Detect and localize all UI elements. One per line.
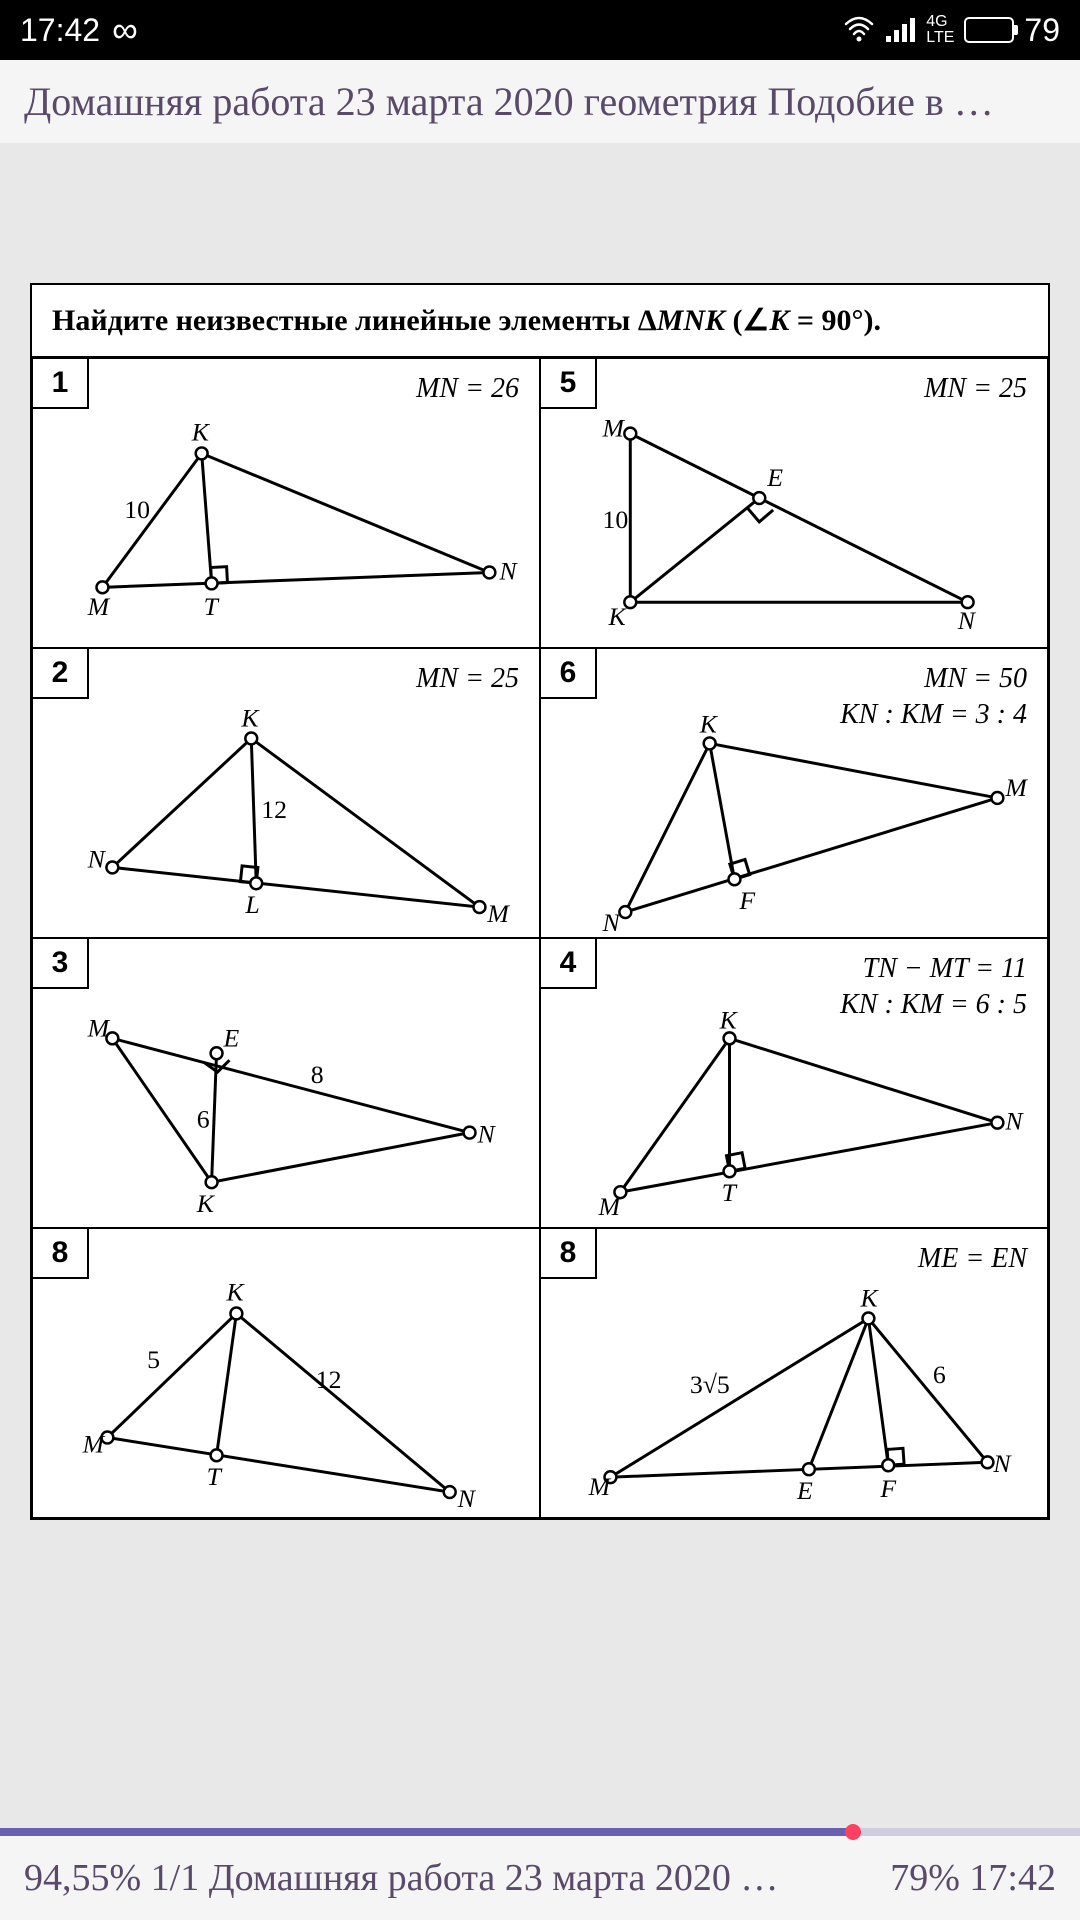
cell-number: 4 (541, 939, 597, 989)
svg-text:M: M (598, 1192, 622, 1221)
problem-cell: 3 M K N E 6 8 (32, 938, 540, 1228)
svg-text:M: M (87, 1013, 111, 1042)
svg-text:12: 12 (261, 795, 287, 824)
svg-text:K: K (240, 704, 260, 733)
svg-text:N: N (476, 1120, 496, 1149)
svg-text:N: N (602, 908, 622, 937)
problem-grid: 1 MN = 26 M K N T 10 (32, 358, 1048, 1518)
bottom-right: 79% 17:42 (890, 1856, 1056, 1900)
svg-text:N: N (1004, 1107, 1024, 1136)
diagram: M K N T 5 12 (33, 1229, 539, 1517)
diagram: M K N E 6 8 (33, 939, 539, 1227)
svg-text:6: 6 (933, 1360, 946, 1389)
status-time: 17:42 (20, 12, 100, 49)
svg-text:3√5: 3√5 (690, 1370, 730, 1399)
cell-number: 8 (541, 1229, 597, 1279)
svg-text:F: F (738, 886, 755, 915)
svg-text:K: K (859, 1284, 879, 1313)
content-area: Найдите неизвестные линейные элементы ΔM… (0, 143, 1080, 1550)
task-header: Найдите неизвестные линейные элементы ΔM… (32, 285, 1048, 358)
status-left: 17:42 ∞ (20, 9, 138, 51)
bottom-bar: 94,55% 1/1 Домашняя работа 23 марта 2020… (0, 1828, 1080, 1920)
svg-text:M: M (1004, 773, 1028, 802)
battery-icon (964, 17, 1014, 43)
cell-number: 2 (33, 649, 89, 699)
cell-given: MN = 50KN : KM = 3 : 4 (840, 661, 1027, 734)
cell-given: TN − MT = 11KN : KM = 6 : 5 (840, 951, 1027, 1024)
svg-text:K: K (699, 709, 719, 738)
svg-text:K: K (719, 1005, 739, 1034)
svg-text:E: E (222, 1023, 239, 1052)
svg-text:T: T (204, 592, 220, 621)
svg-text:T: T (207, 1462, 223, 1491)
bottom-text: 94,55% 1/1 Домашняя работа 23 марта 2020… (0, 1836, 1080, 1920)
problem-cell: 2 MN = 25 N K M L 12 (32, 648, 540, 938)
cell-number: 8 (33, 1229, 89, 1279)
svg-text:M: M (486, 899, 510, 928)
svg-text:6: 6 (197, 1105, 210, 1134)
svg-text:N: N (957, 606, 977, 635)
problem-cell: 5 MN = 25 M K N E 10 (540, 358, 1048, 648)
document-title: Домашняя работа 23 марта 2020 геометрия … (0, 60, 1080, 143)
svg-text:K: K (191, 417, 211, 446)
bottom-left: 94,55% 1/1 Домашняя работа 23 марта 2020… (24, 1856, 870, 1900)
svg-text:10: 10 (124, 495, 150, 524)
infinity-icon: ∞ (112, 9, 138, 51)
battery-pct: 79 (1024, 12, 1060, 49)
problem-cell: 4 TN − MT = 11KN : KM = 6 : 5 M K N T (540, 938, 1048, 1228)
svg-text:M: M (588, 1472, 612, 1501)
svg-text:N: N (498, 556, 518, 585)
cell-given: ME = EN (918, 1241, 1027, 1277)
svg-text:K: K (607, 602, 627, 631)
svg-text:N: N (87, 844, 107, 873)
problem-cell: 1 MN = 26 M K N T 10 (32, 358, 540, 648)
svg-text:M: M (602, 414, 626, 443)
network-type: 4GLTE (926, 14, 954, 46)
cell-number: 1 (33, 359, 89, 409)
svg-text:5: 5 (147, 1345, 160, 1374)
svg-text:K: K (225, 1278, 245, 1307)
worksheet: Найдите неизвестные линейные элементы ΔM… (30, 283, 1050, 1520)
svg-text:E: E (796, 1476, 813, 1505)
svg-text:L: L (244, 890, 259, 919)
svg-text:10: 10 (603, 505, 629, 534)
progress-track[interactable] (0, 1828, 1080, 1836)
svg-text:N: N (457, 1484, 477, 1513)
svg-text:K: K (196, 1189, 216, 1218)
cell-given: MN = 25 (924, 371, 1027, 407)
svg-text:E: E (766, 463, 783, 492)
cell-number: 6 (541, 649, 597, 699)
svg-text:8: 8 (311, 1060, 324, 1089)
svg-text:12: 12 (316, 1365, 342, 1394)
wifi-icon (842, 16, 876, 44)
status-bar: 17:42 ∞ 4GLTE 79 (0, 0, 1080, 60)
problem-cell: 8 ME = EN M K (540, 1228, 1048, 1518)
svg-text:N: N (992, 1449, 1012, 1478)
problem-cell: 8 M K N T 5 12 (32, 1228, 540, 1518)
svg-text:M: M (82, 1429, 106, 1458)
cell-given: MN = 26 (416, 371, 519, 407)
cell-given: MN = 25 (416, 661, 519, 697)
cell-number: 5 (541, 359, 597, 409)
problem-cell: 6 MN = 50KN : KM = 3 : 4 N K M F (540, 648, 1048, 938)
svg-text:T: T (722, 1178, 738, 1207)
cell-number: 3 (33, 939, 89, 989)
status-right: 4GLTE 79 (842, 12, 1060, 49)
svg-text:F: F (879, 1474, 896, 1503)
progress-fill (0, 1828, 853, 1836)
svg-text:M: M (87, 592, 111, 621)
signal-icon (886, 18, 916, 42)
